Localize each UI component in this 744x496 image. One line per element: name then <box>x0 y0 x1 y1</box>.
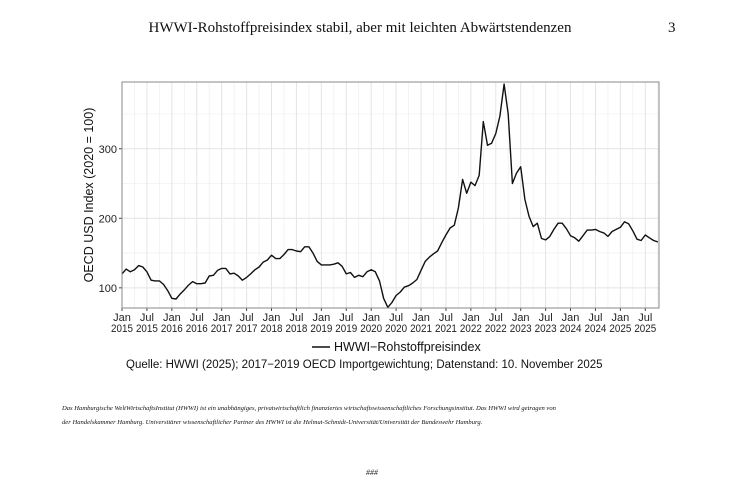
x-tick-label-year: 2017 <box>236 323 258 335</box>
x-tick-label-year: 2025 <box>634 323 656 335</box>
footer-line-1: Das Hamburgische WeltWirtschaftsInstitut… <box>62 405 556 412</box>
page-title: HWWI-Rohstoffpreisindex stabil, aber mit… <box>148 20 572 36</box>
x-tick-label-year: 2015 <box>111 323 133 335</box>
x-tick-label-month: Jul <box>289 312 303 324</box>
x-tick-label-year: 2020 <box>385 323 407 335</box>
x-tick-label-year: 2022 <box>485 323 507 335</box>
x-tick-label-year: 2024 <box>560 323 582 335</box>
x-tick-label-year: 2023 <box>535 323 557 335</box>
x-tick-label-month: Jan <box>312 312 330 324</box>
x-tick-label-year: 2018 <box>285 323 307 335</box>
x-tick-label-month: Jan <box>213 312 231 324</box>
series-line-hwwi <box>121 83 659 308</box>
x-tick-label-year: 2024 <box>584 323 606 335</box>
x-tick-label-month: Jan <box>163 312 181 324</box>
end-mark: ### <box>366 468 378 477</box>
x-tick-label-month: Jan <box>512 312 530 324</box>
plot-background <box>122 82 659 308</box>
x-tick-label-year: 2020 <box>360 323 382 335</box>
x-tick-label-month: Jul <box>190 312 204 324</box>
x-tick-label-month: Jul <box>140 312 154 324</box>
x-tick-label-month: Jan <box>263 312 281 324</box>
x-tick-label-month: Jul <box>339 312 353 324</box>
x-tick-label-month: Jul <box>439 312 453 324</box>
x-tick-label-month: Jul <box>240 312 254 324</box>
x-tick-label-month: Jul <box>638 312 652 324</box>
y-axis-label: OECD USD Index (2020 = 100) <box>82 108 96 283</box>
x-tick-label-month: Jan <box>612 312 630 324</box>
y-tick-label: 200 <box>99 213 117 225</box>
x-tick-label-year: 2015 <box>136 323 158 335</box>
source-note: Quelle: HWWI (2025); 2017−2019 OECD Impo… <box>126 359 603 371</box>
x-tick-label-month: Jul <box>389 312 403 324</box>
x-tick-label-month: Jan <box>362 312 380 324</box>
x-tick-label-year: 2019 <box>310 323 332 335</box>
x-tick-label-month: Jul <box>489 312 503 324</box>
x-tick-label-year: 2017 <box>211 323 233 335</box>
y-tick-label: 300 <box>99 144 117 156</box>
x-tick-label-year: 2022 <box>460 323 482 335</box>
x-tick-label-year: 2025 <box>609 323 631 335</box>
x-tick-label-year: 2021 <box>410 323 432 335</box>
legend-label: HWWI−Rohstoffpreisindex <box>334 340 481 354</box>
x-tick-label-year: 2016 <box>161 323 183 335</box>
x-tick-label-year: 2018 <box>261 323 283 335</box>
x-tick-label-year: 2019 <box>335 323 357 335</box>
x-tick-label-month: Jan <box>562 312 580 324</box>
x-tick-label-month: Jan <box>412 312 430 324</box>
x-tick-label-month: Jan <box>113 312 131 324</box>
x-tick-label-month: Jul <box>539 312 553 324</box>
x-tick-label-month: Jan <box>462 312 480 324</box>
x-tick-label-year: 2016 <box>186 323 208 335</box>
footer-line-2: der Handelskammer Hamburg. Universitärer… <box>62 419 483 426</box>
y-tick-label: 100 <box>99 283 117 295</box>
page-number: 3 <box>668 20 676 36</box>
plot-frame <box>121 81 660 309</box>
x-tick-label-year: 2021 <box>435 323 457 335</box>
x-tick-label-month: Jul <box>588 312 602 324</box>
x-tick-label-year: 2023 <box>510 323 532 335</box>
